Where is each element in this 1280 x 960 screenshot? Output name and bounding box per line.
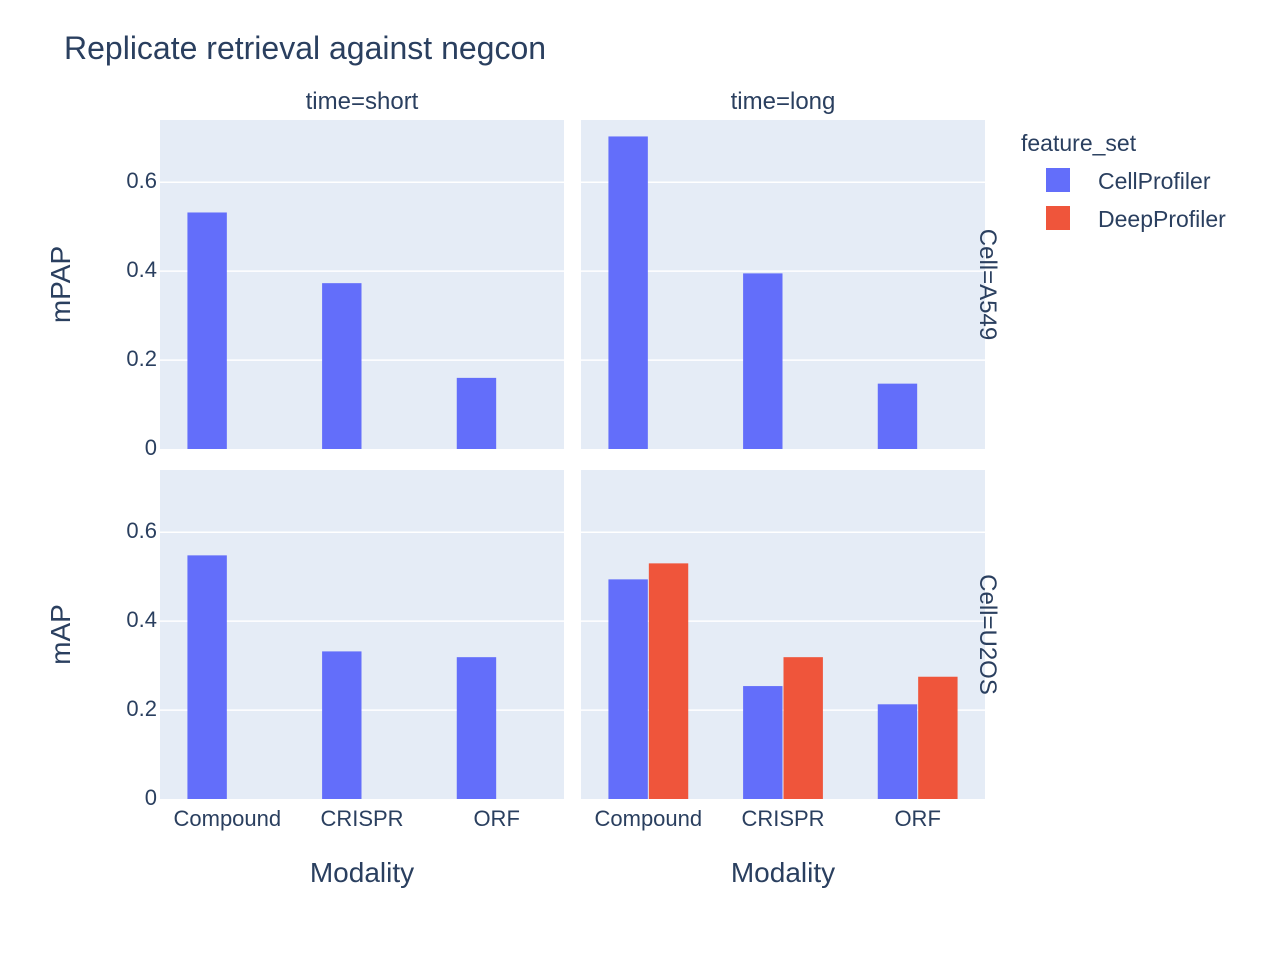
bar-cellprofiler-crispr [322,283,362,449]
row-facet-label: Cell=A549 [974,229,1001,340]
y-tick-label: 0.4 [126,607,157,632]
bar-deepprofiler-orf [918,676,958,799]
x-tick-label: ORF [894,806,940,831]
panel-background [160,470,564,799]
column-facet-label: time=short [306,88,419,115]
y-tick-label: 0 [145,785,157,810]
bar-cellprofiler-crispr [322,651,362,799]
legend-title: feature_set [1021,130,1137,156]
panel-background [581,120,985,449]
y-tick-label: 0.6 [126,518,157,543]
x-axis-title: Modality [731,857,835,888]
x-tick-label: CRISPR [741,806,824,831]
x-tick-label: CRISPR [320,806,403,831]
panel-background [581,470,985,799]
bar-cellprofiler-orf [877,704,918,799]
bar-cellprofiler-compound [608,579,648,799]
y-axis-title: mPAP [45,246,76,323]
legend-label-deepprofiler: DeepProfiler [1098,206,1226,232]
row-facet-label: Cell=U2OS [974,574,1001,695]
x-tick-label: ORF [473,806,519,831]
y-axis-title: mAP [45,604,76,665]
bar-cellprofiler-crispr [743,686,783,799]
y-tick-label: 0 [145,435,157,460]
x-tick-label: Compound [595,806,703,831]
bar-cellprofiler-compound [187,555,227,799]
y-tick-label: 0.6 [126,168,157,193]
bar-cellprofiler-orf [877,383,918,449]
bar-cellprofiler-orf [456,377,497,449]
bar-cellprofiler-crispr [743,273,783,449]
bar-cellprofiler-compound [608,136,648,449]
bar-cellprofiler-orf [456,657,497,799]
bar-cellprofiler-compound [187,212,227,449]
legend-swatch-deepprofiler [1046,206,1070,230]
x-axis-title: Modality [310,857,414,888]
bar-deepprofiler-crispr [783,657,823,799]
legend-swatch-cellprofiler [1046,168,1070,192]
y-tick-label: 0.2 [126,696,157,721]
column-facet-label: time=long [731,88,836,115]
y-tick-label: 0.2 [126,346,157,371]
x-tick-label: Compound [174,806,282,831]
panel-background [160,120,564,449]
bar-deepprofiler-compound [648,563,689,799]
legend-label-cellprofiler: CellProfiler [1098,168,1211,194]
y-tick-label: 0.4 [126,257,157,282]
chart-title: Replicate retrieval against negcon [64,30,546,66]
